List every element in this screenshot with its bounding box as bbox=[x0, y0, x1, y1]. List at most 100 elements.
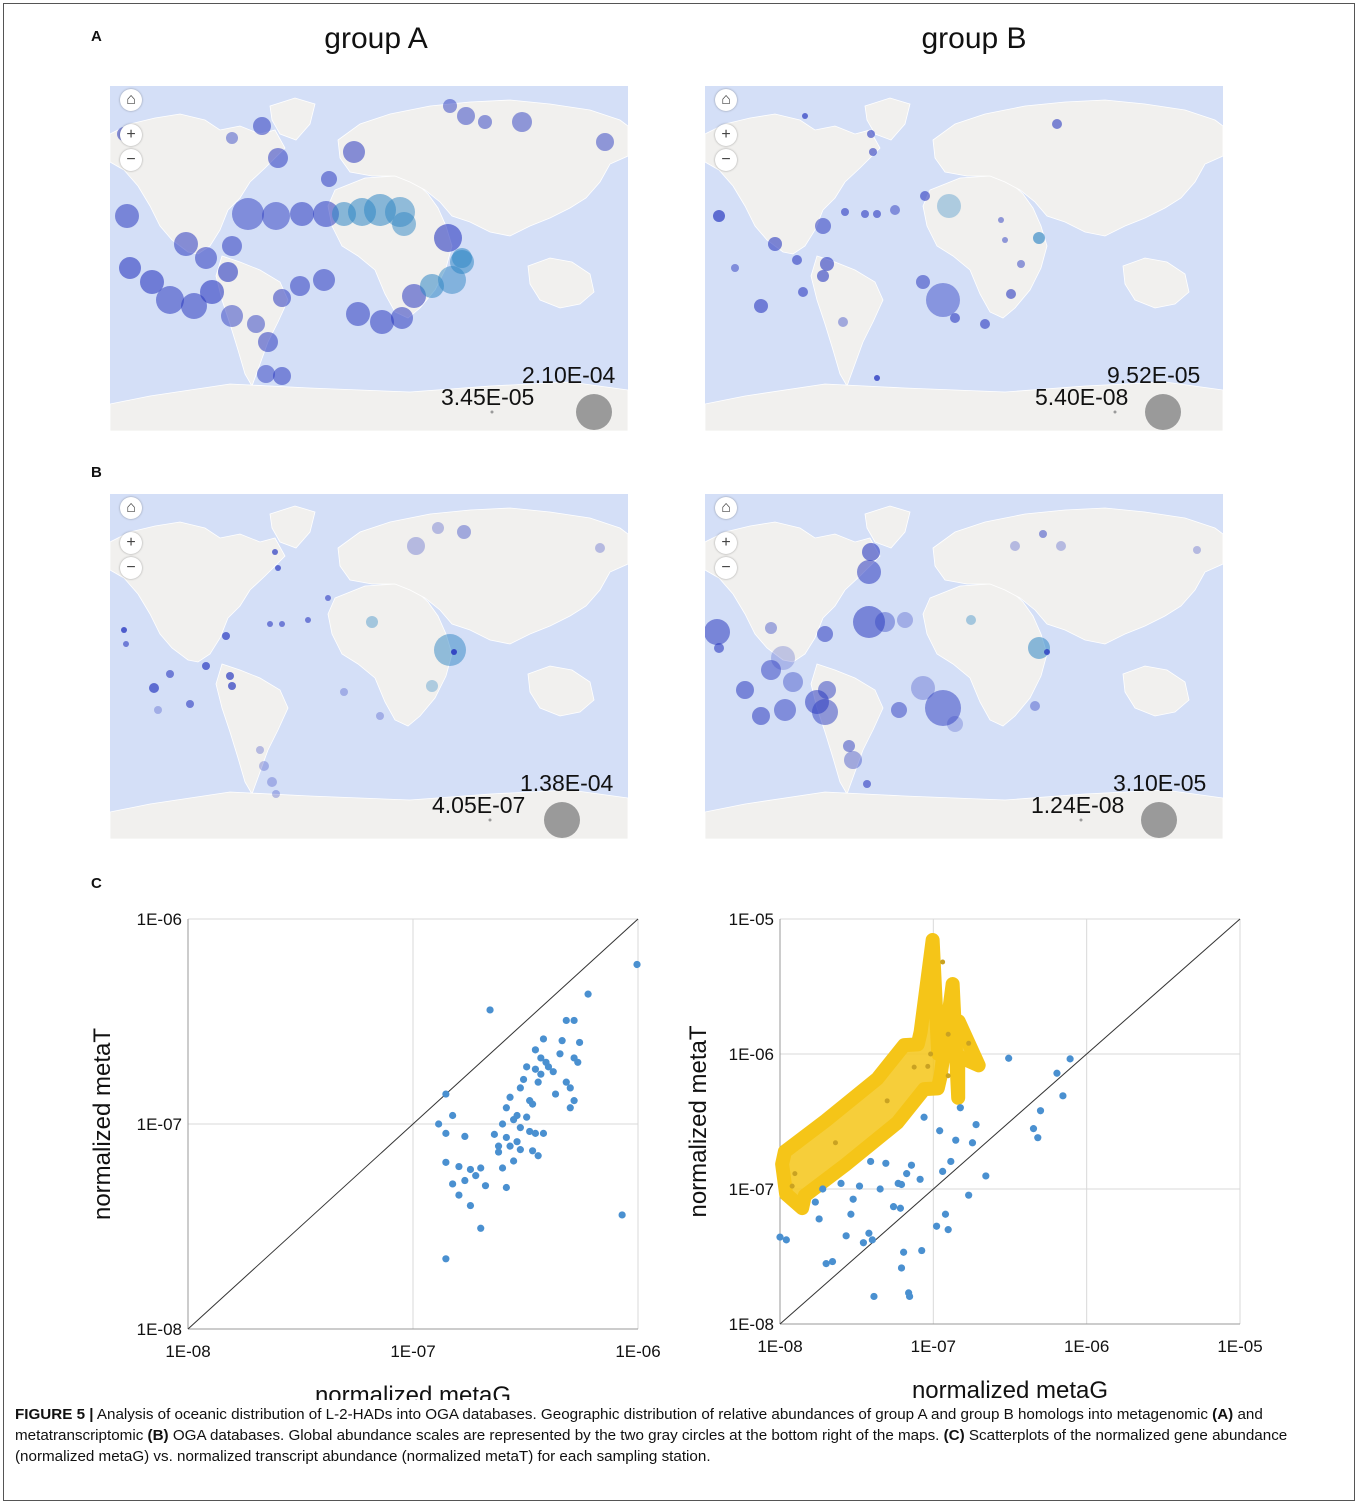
y-tick-label: 1E-08 bbox=[729, 1315, 774, 1334]
data-point bbox=[819, 1185, 827, 1193]
y-tick-label: 1E-06 bbox=[729, 1045, 774, 1064]
home-icon[interactable]: ⌂ bbox=[715, 497, 737, 519]
scatter-plot-group-b: 1E-08 1E-07 1E-06 1E-05 1E-08 1E-07 1E-06 1E-05… bbox=[685, 910, 1263, 1400]
data-point bbox=[558, 1037, 566, 1045]
map-b-group-a[interactable]: ⌂ + − 1.38E-04 4.05E-07 bbox=[110, 494, 628, 839]
data-point bbox=[828, 1257, 837, 1266]
highlighted-point bbox=[925, 1063, 931, 1069]
map-a-group-b[interactable]: ⌂ + − 9.52E-05 5.40E-08 bbox=[705, 86, 1223, 431]
highlighted-point bbox=[911, 1064, 917, 1070]
highlighted-point bbox=[945, 1031, 951, 1037]
home-icon[interactable]: ⌂ bbox=[120, 89, 142, 111]
zoom-out-button[interactable]: − bbox=[715, 557, 737, 579]
zoom-in-button[interactable]: + bbox=[120, 124, 142, 146]
scale-max-label: 9.52E-05 bbox=[1107, 362, 1201, 388]
data-point bbox=[842, 1232, 850, 1240]
data-point bbox=[513, 1111, 521, 1120]
data-point bbox=[633, 960, 641, 969]
scatter-plot-group-a: 1E-08 1E-07 1E-06 1E-08 1E-07 1E-06 normalized… bbox=[89, 910, 661, 1400]
scale-min-label: 3.45E-05 bbox=[441, 384, 535, 410]
home-icon[interactable]: ⌂ bbox=[120, 497, 142, 519]
data-point bbox=[570, 1016, 578, 1025]
data-point bbox=[815, 1215, 823, 1223]
data-point bbox=[442, 1158, 450, 1166]
data-point bbox=[896, 1204, 905, 1212]
data-point bbox=[907, 1161, 916, 1169]
data-point bbox=[537, 1070, 545, 1078]
data-point bbox=[939, 1167, 947, 1176]
highlighted-point bbox=[789, 1183, 795, 1189]
map-a-group-a[interactable]: ⌂ + − 2.10E-04 3.45E-05 bbox=[110, 86, 628, 431]
data-point bbox=[523, 1063, 531, 1071]
x-tick-label: 1E-06 bbox=[615, 1342, 660, 1361]
zoom-in-button[interactable]: + bbox=[120, 532, 142, 554]
data-point bbox=[519, 1075, 528, 1084]
highlighted-point bbox=[966, 1040, 972, 1046]
data-point bbox=[932, 1222, 941, 1230]
data-point bbox=[466, 1201, 475, 1210]
data-point bbox=[855, 1182, 864, 1190]
data-point bbox=[972, 1120, 980, 1129]
data-point bbox=[916, 1175, 924, 1183]
data-point bbox=[952, 1136, 960, 1144]
world-map bbox=[110, 505, 628, 839]
data-point bbox=[811, 1198, 819, 1206]
world-map bbox=[705, 505, 1223, 839]
home-icon[interactable]: ⌂ bbox=[715, 89, 737, 111]
data-point bbox=[477, 1224, 485, 1232]
data-point bbox=[498, 1120, 507, 1128]
data-point bbox=[442, 1129, 450, 1137]
x-tick-label: 1E-06 bbox=[1064, 1337, 1109, 1356]
figure-frame bbox=[3, 3, 1355, 1501]
zoom-in-button[interactable]: + bbox=[715, 124, 737, 146]
data-point bbox=[965, 1191, 973, 1199]
data-point bbox=[461, 1132, 469, 1140]
zoom-out-button[interactable]: − bbox=[120, 557, 142, 579]
zoom-in-button[interactable]: + bbox=[715, 532, 737, 554]
data-point bbox=[847, 1210, 855, 1218]
x-axis-label: normalized metaG bbox=[912, 1377, 1108, 1400]
data-point bbox=[566, 1084, 574, 1092]
data-point bbox=[516, 1124, 524, 1132]
data-point bbox=[897, 1180, 906, 1189]
panel-label-a: A bbox=[91, 28, 102, 45]
panel-label-c: C bbox=[91, 875, 102, 892]
zoom-out-button[interactable]: − bbox=[715, 149, 737, 171]
map-b-group-b[interactable]: ⌂ + − 3.10E-05 1.24E-08 bbox=[705, 494, 1223, 839]
data-point bbox=[574, 1058, 582, 1066]
zoom-out-button[interactable]: − bbox=[120, 149, 142, 171]
data-point bbox=[537, 1054, 545, 1062]
data-point bbox=[551, 1090, 560, 1098]
data-point bbox=[466, 1165, 475, 1174]
caption-ref-c: (C) bbox=[943, 1427, 965, 1444]
abundance-bubbles bbox=[115, 99, 614, 385]
data-point bbox=[865, 1229, 873, 1237]
data-point bbox=[534, 1078, 542, 1086]
identity-line bbox=[779, 918, 1241, 1325]
x-tick-label: 1E-08 bbox=[165, 1342, 210, 1361]
scale-min-label: 1.24E-08 bbox=[1031, 792, 1125, 818]
x-tick-label: 1E-07 bbox=[911, 1337, 956, 1356]
data-point bbox=[449, 1111, 457, 1120]
data-point bbox=[461, 1176, 469, 1185]
data-point bbox=[494, 1142, 503, 1150]
data-point bbox=[1005, 1054, 1013, 1062]
panel-label-b: B bbox=[91, 464, 102, 481]
y-tick-label: 1E-05 bbox=[729, 910, 774, 929]
scale-max-label: 2.10E-04 bbox=[522, 362, 616, 388]
data-point bbox=[528, 1100, 537, 1108]
figure-label: FIGURE 5 | bbox=[15, 1406, 94, 1423]
data-point bbox=[867, 1157, 875, 1166]
data-point bbox=[528, 1147, 537, 1155]
data-point bbox=[905, 1292, 914, 1301]
data-point bbox=[526, 1127, 534, 1136]
data-point bbox=[822, 1260, 830, 1268]
data-point bbox=[442, 1255, 450, 1263]
data-point bbox=[882, 1159, 890, 1167]
data-point bbox=[498, 1164, 507, 1172]
data-point bbox=[837, 1179, 845, 1188]
caption-text-2: and metatranscriptomic bbox=[15, 1406, 1263, 1444]
data-point bbox=[956, 1104, 964, 1112]
highlighted-point bbox=[832, 1140, 838, 1146]
data-point bbox=[523, 1113, 531, 1121]
